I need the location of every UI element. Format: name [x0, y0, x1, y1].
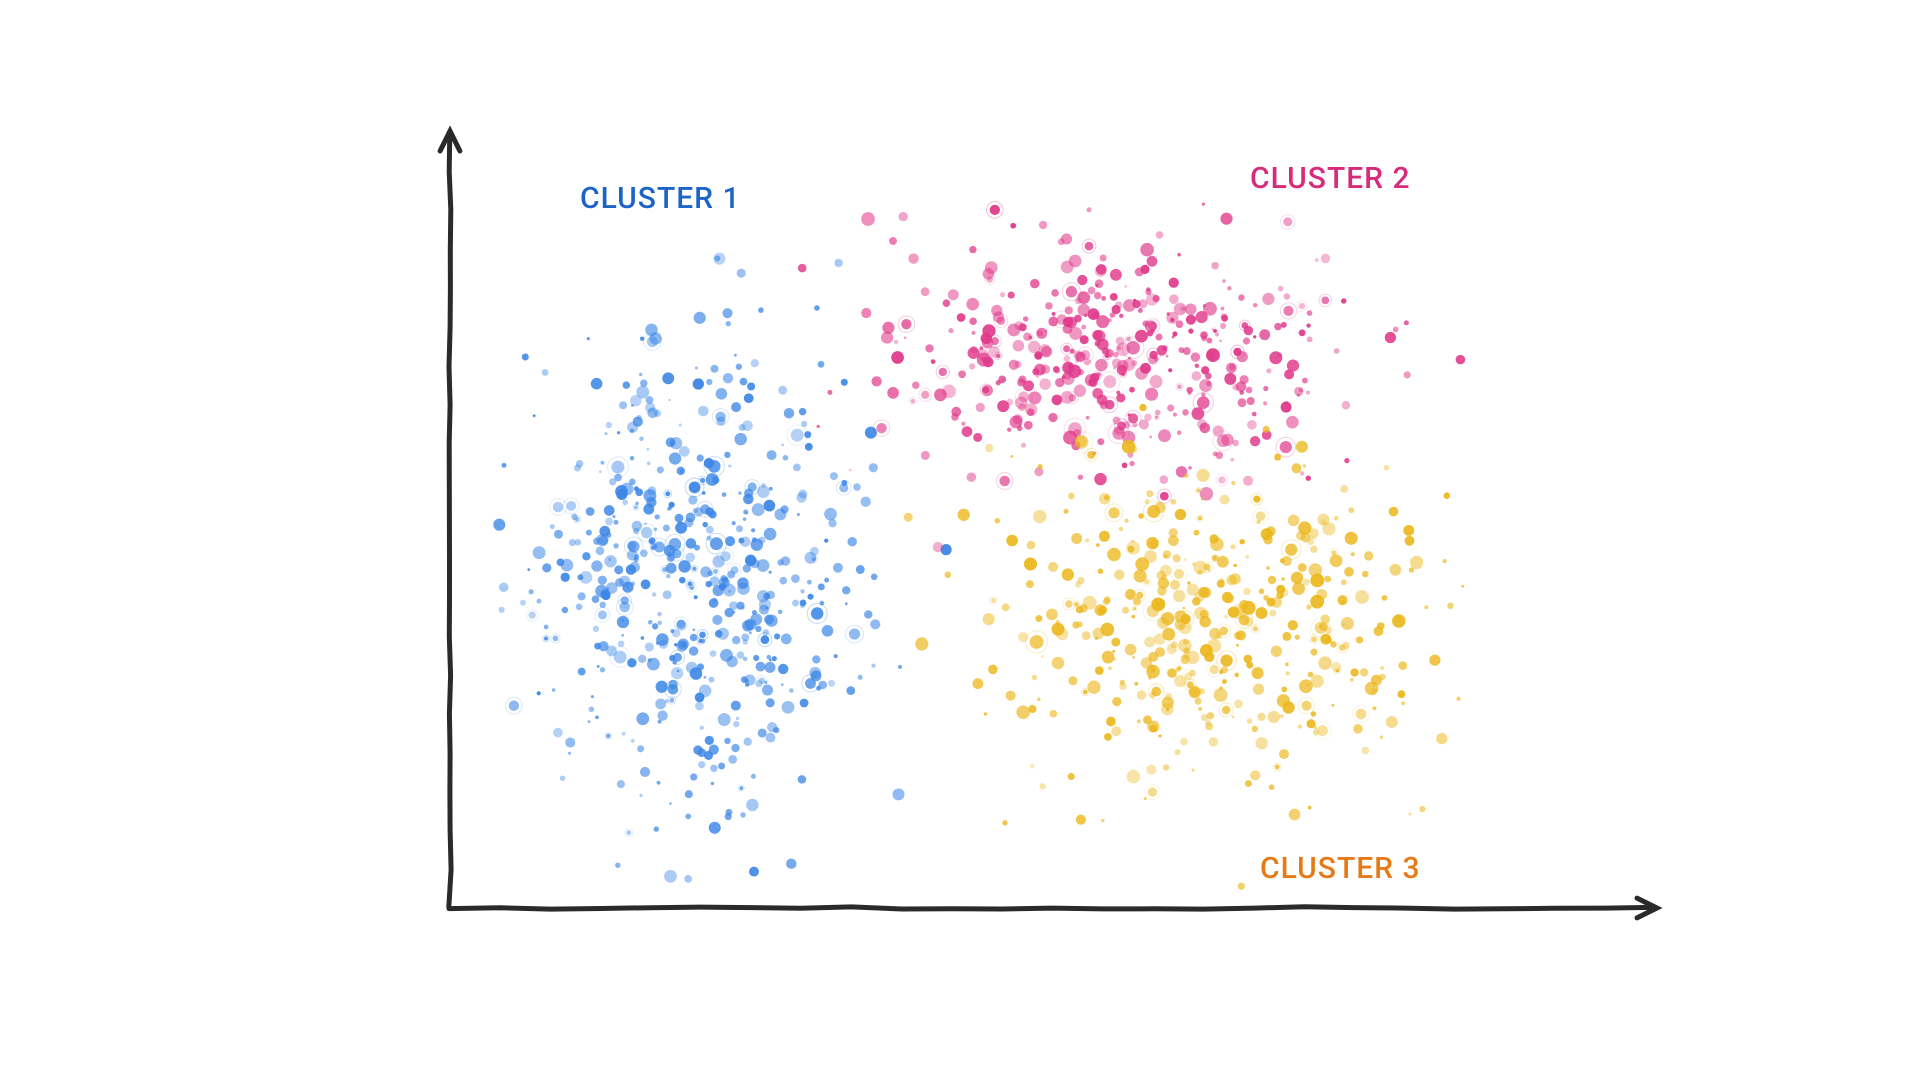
cluster2-label: CLUSTER 2	[1250, 161, 1411, 196]
scatter-svg: CLUSTER 1 CLUSTER 2 CLUSTER 3	[210, 108, 1710, 968]
cluster1-label: CLUSTER 1	[580, 181, 741, 216]
cluster3-label: CLUSTER 3	[1260, 851, 1421, 886]
cluster2-points	[798, 202, 1465, 553]
cluster-scatter-chart: CLUSTER 1 CLUSTER 2 CLUSTER 3	[210, 108, 1710, 972]
axes	[440, 131, 1657, 918]
cluster1-points	[493, 253, 951, 883]
